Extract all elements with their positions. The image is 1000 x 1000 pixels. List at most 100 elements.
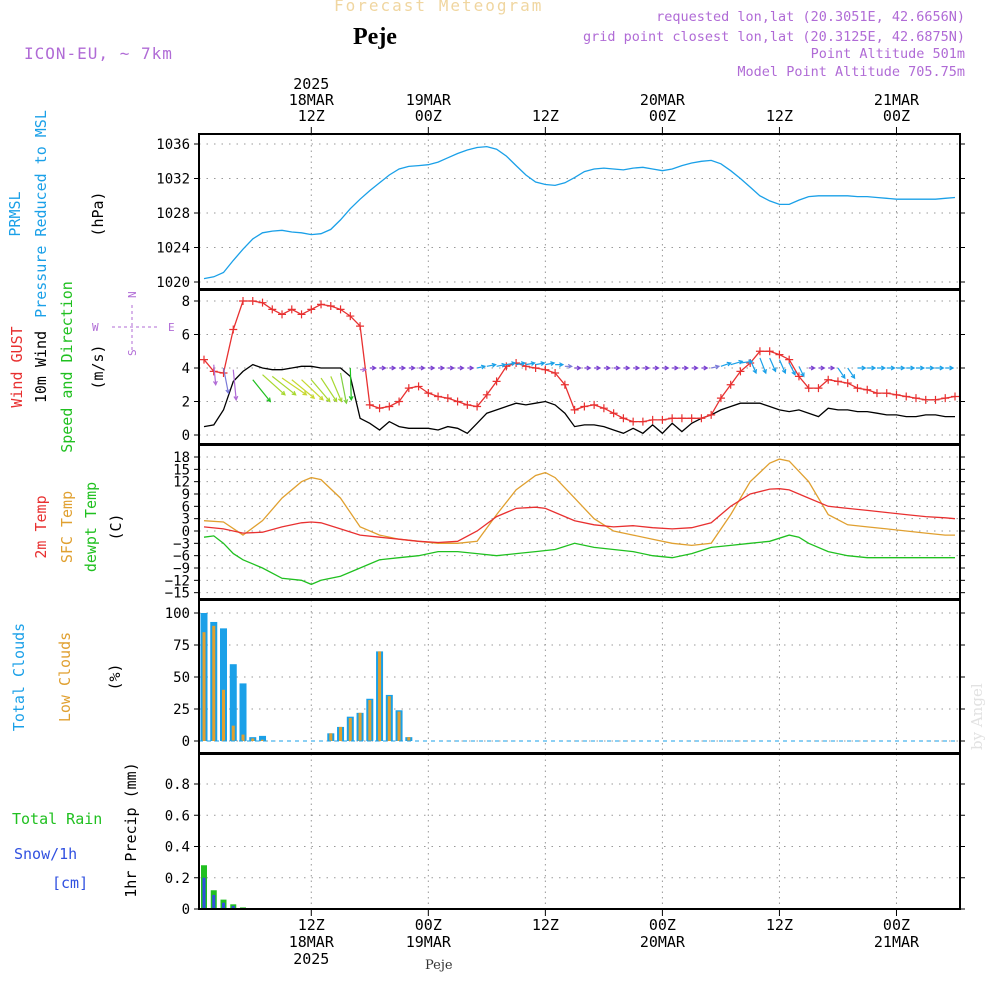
x-tick-label-top: 00Z <box>883 107 910 125</box>
low_clouds-bar <box>358 712 362 741</box>
low_clouds-bar <box>368 700 372 741</box>
y-tick-label: 0 <box>182 428 190 444</box>
wind-direction-arrow <box>740 359 754 365</box>
wind-direction-arrow <box>691 365 699 371</box>
snow-bar <box>222 902 226 909</box>
x-tick-label-top: 20MAR <box>640 91 686 109</box>
gust-marker <box>814 384 823 393</box>
gust-marker <box>658 415 667 424</box>
gust-marker <box>863 385 872 394</box>
gust-marker <box>443 394 452 403</box>
wind-direction-arrow <box>574 365 582 371</box>
gust-marker <box>424 389 433 398</box>
wind-direction-arrow <box>525 361 536 366</box>
wind-direction-arrow <box>408 365 416 371</box>
x-tick-label-bottom: 00Z <box>883 916 910 934</box>
clouds-frame <box>198 599 961 754</box>
gust-marker <box>473 402 482 411</box>
gust-marker <box>736 367 745 376</box>
wind-direction-arrow <box>330 376 343 403</box>
temperature-axis-label: SFC Temp <box>58 491 76 563</box>
snow-bar <box>212 894 216 909</box>
wind-direction-arrow <box>506 361 517 366</box>
x-tick-label-bottom: 12Z <box>766 916 793 934</box>
y-tick-label: 4 <box>182 361 190 377</box>
y-tick-label: −6 <box>173 549 190 565</box>
gust-marker <box>453 397 462 406</box>
forecast-title: Forecast Meteogram <box>334 0 544 15</box>
total_clouds-bar <box>239 683 247 741</box>
gust-marker <box>619 414 628 423</box>
gust-marker <box>317 300 326 309</box>
wind-direction-arrow <box>339 372 349 405</box>
gust-marker <box>278 310 287 319</box>
y-tick-label: 15 <box>173 462 190 478</box>
location-title: Peje <box>353 24 397 50</box>
snow-unit-label: [cm] <box>52 874 88 892</box>
gust-marker <box>833 377 842 386</box>
wind-direction-arrow <box>301 379 324 401</box>
gust-line <box>203 300 956 423</box>
gust-marker <box>804 384 813 393</box>
wind-legend-n: N <box>126 291 139 298</box>
y-tick-label: −9 <box>173 561 190 577</box>
wind-direction-arrow <box>310 379 331 403</box>
gust-marker <box>385 402 394 411</box>
wind-direction-arrow <box>633 365 641 371</box>
gust-marker <box>346 312 355 321</box>
gust-marker <box>755 347 764 356</box>
wind-direction-arrow <box>788 362 796 376</box>
x-tick-label-bottom: 00Z <box>649 916 676 934</box>
x-tick-label-top: 00Z <box>649 107 676 125</box>
wind-direction-arrow <box>515 361 527 366</box>
gust-marker <box>951 392 959 401</box>
wind-direction-arrow <box>662 365 670 371</box>
model-point-altitude: Model Point Altitude 705.75m <box>737 64 965 80</box>
wind-axis-label: (m/s) <box>89 344 107 389</box>
x-tick-label-top: 2025 <box>293 75 329 93</box>
wind-direction-arrow <box>555 362 565 368</box>
pressure-frame <box>198 133 961 290</box>
wind-direction-arrow <box>486 362 497 368</box>
x-tick-label-top: 12Z <box>532 107 559 125</box>
x-tick-label-bottom: 19MAR <box>406 933 452 951</box>
wind-direction-arrow <box>212 364 218 386</box>
y-tick-label: 1036 <box>156 137 190 153</box>
gust-marker <box>560 380 569 389</box>
precipitation-frame <box>198 753 961 910</box>
wind-direction-arrow <box>428 365 436 371</box>
wind-direction-arrow <box>711 364 721 370</box>
wind-direction-arrow <box>418 365 426 371</box>
x-tick-label-top: 19MAR <box>406 91 452 109</box>
wind-direction-arrow <box>252 379 272 403</box>
y-tick-label: 18 <box>173 450 190 466</box>
wind-direction-arrow <box>467 365 475 371</box>
y-tick-label: 12 <box>173 475 190 491</box>
wind-direction-arrow <box>847 367 856 380</box>
low_clouds-bar <box>339 726 343 741</box>
temp_2m-line <box>203 488 956 544</box>
x-tick-label-bottom: 20MAR <box>640 933 686 951</box>
temperature-axis-label: dewpt Temp <box>82 482 100 572</box>
wind-direction-arrow <box>222 367 231 395</box>
y-tick-label: −15 <box>165 586 190 602</box>
x-tick-label-bottom: 12Z <box>532 916 559 934</box>
x-tick-label-bottom: 18MAR <box>289 933 335 951</box>
gust-marker <box>404 384 413 393</box>
gust-marker <box>609 409 618 418</box>
wind-direction-arrow <box>701 365 709 371</box>
x-tick-label-bottom: 00Z <box>415 916 442 934</box>
y-tick-label: 25 <box>173 702 190 718</box>
x-tick-label-bottom: 12Z <box>298 916 325 934</box>
gust-marker <box>765 347 774 356</box>
gust-marker <box>580 402 589 411</box>
gust-marker <box>794 372 803 381</box>
x-tick-label-top: 18MAR <box>289 91 335 109</box>
wind-direction-arrow <box>594 365 602 371</box>
gust-marker <box>307 305 316 314</box>
low_clouds-bar <box>202 632 206 741</box>
wind-direction-arrow <box>584 365 592 371</box>
gust-marker <box>375 404 384 413</box>
low_clouds-bar <box>329 733 333 741</box>
wind-direction-arrow <box>613 365 621 371</box>
